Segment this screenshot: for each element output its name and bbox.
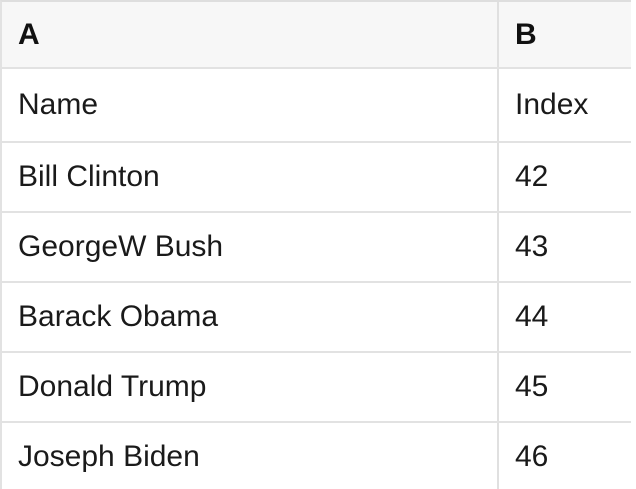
cell-b3[interactable]: 43 [515,230,549,263]
table-row-1: Name Index [2,69,631,143]
cell-a5[interactable]: Donald Trump [2,353,499,421]
table-row-4: Barack Obama 44 [2,283,631,353]
cell-a1[interactable]: Name [2,69,499,141]
column-header-a[interactable]: A [2,2,499,67]
table-row-2: Bill Clinton 42 [2,143,631,213]
cell-b4[interactable]: 44 [515,300,549,333]
table-row-5: Donald Trump 45 [2,353,631,423]
cell-a6[interactable]: Joseph Biden [2,423,499,489]
column-letter-row: A B [2,2,631,69]
cell-a3[interactable]: GeorgeW Bush [2,213,499,281]
column-header-b[interactable]: B [515,17,537,51]
cell-a4[interactable]: Barack Obama [2,283,499,351]
cell-b2[interactable]: 42 [515,160,549,193]
cell-b5[interactable]: 45 [515,370,549,403]
cell-b1[interactable]: Index [515,88,589,121]
cell-a2[interactable]: Bill Clinton [2,143,499,211]
table-row-6: Joseph Biden 46 [2,423,631,489]
cell-b6[interactable]: 46 [515,440,549,473]
table-row-3: GeorgeW Bush 43 [2,213,631,283]
